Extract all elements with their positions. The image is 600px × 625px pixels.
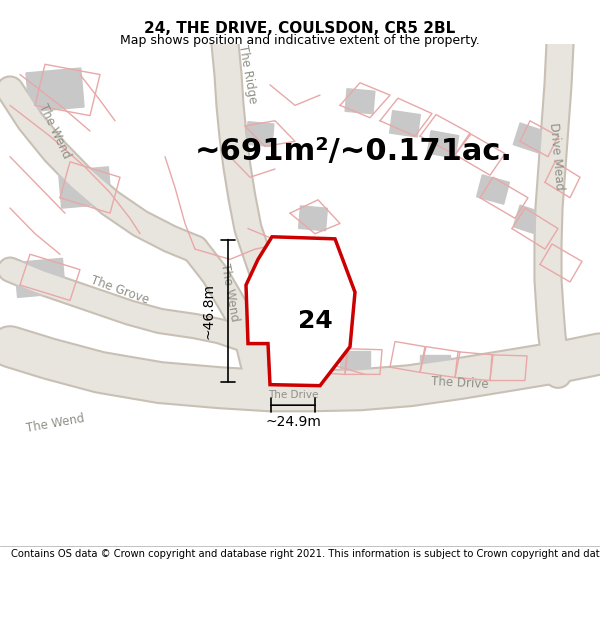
- Text: Map shows position and indicative extent of the property.: Map shows position and indicative extent…: [120, 34, 480, 47]
- Bar: [299, 206, 328, 231]
- Text: ~691m²/~0.171ac.: ~691m²/~0.171ac.: [195, 137, 513, 166]
- Bar: [26, 68, 84, 112]
- Text: The Drive: The Drive: [268, 390, 318, 400]
- Bar: [340, 351, 370, 369]
- Bar: [476, 175, 509, 204]
- Bar: [513, 123, 547, 153]
- Text: The Wend: The Wend: [37, 102, 73, 161]
- Text: 24: 24: [298, 309, 332, 333]
- Text: The Ridge: The Ridge: [236, 44, 260, 105]
- Text: The Wend: The Wend: [25, 412, 85, 435]
- Bar: [513, 205, 547, 236]
- Polygon shape: [246, 237, 355, 386]
- Text: 24, THE DRIVE, COULSDON, CR5 2BL: 24, THE DRIVE, COULSDON, CR5 2BL: [145, 21, 455, 36]
- Text: ~24.9m: ~24.9m: [265, 414, 321, 429]
- Bar: [420, 355, 450, 373]
- Bar: [427, 131, 458, 158]
- Bar: [246, 122, 274, 146]
- Text: The Grove: The Grove: [89, 274, 151, 307]
- Text: ~46.8m: ~46.8m: [201, 282, 215, 339]
- Bar: [389, 111, 421, 137]
- Bar: [59, 167, 112, 208]
- Text: Contains OS data © Crown copyright and database right 2021. This information is : Contains OS data © Crown copyright and d…: [11, 549, 600, 559]
- Bar: [345, 89, 375, 114]
- Text: Drive Mead: Drive Mead: [547, 122, 565, 191]
- Text: The Drive: The Drive: [431, 374, 489, 391]
- Bar: [493, 358, 521, 376]
- Bar: [14, 258, 65, 298]
- Bar: [455, 358, 485, 376]
- Text: The Wend: The Wend: [218, 262, 242, 322]
